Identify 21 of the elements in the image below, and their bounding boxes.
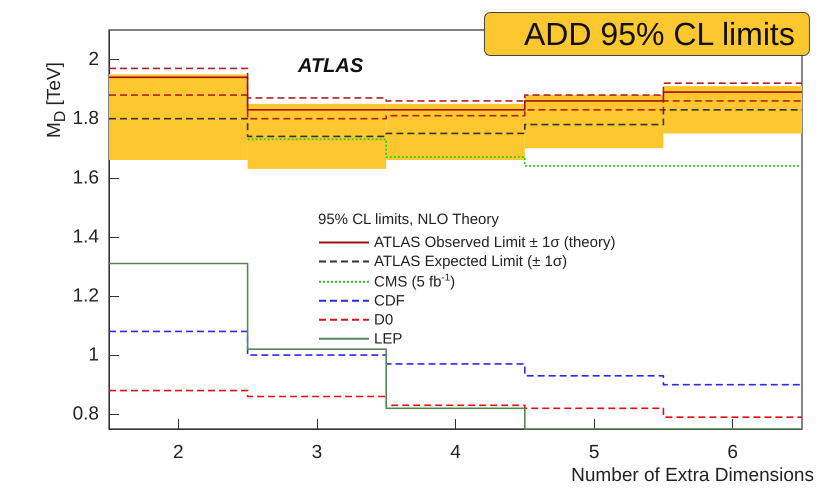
legend-label: ATLAS Observed Limit ± 1σ (theory) — [374, 234, 616, 251]
legend-label: D0 — [374, 311, 394, 328]
x-tick-label: 2 — [173, 442, 184, 463]
y-tick-label: 1.8 — [72, 108, 99, 130]
y-tick-label: 1 — [88, 344, 99, 366]
y-tick-label: 0.8 — [72, 404, 99, 425]
x-tick-label: 6 — [727, 442, 738, 463]
legend-label: CDF — [374, 292, 405, 310]
x-tick-label: 5 — [588, 442, 600, 463]
y-tick-label: 1.6 — [72, 167, 99, 188]
x-axis-title: Number of Extra Dimensions — [571, 465, 814, 486]
annotation: ATLAS — [297, 55, 364, 77]
chart-title: ADD 95% CL limits — [524, 16, 795, 52]
legend-label: ATLAS Expected Limit (± 1σ) — [374, 253, 568, 270]
legend-title: 95% CL limits, NLO Theory — [318, 211, 500, 228]
x-tick-label: 3 — [312, 442, 322, 463]
y-tick-label: 2 — [88, 49, 99, 70]
y-tick-label: 1.2 — [72, 286, 99, 306]
legend-label: LEP — [374, 330, 402, 348]
y-tick-label: 1.4 — [72, 226, 100, 248]
x-tick-label: 4 — [450, 442, 462, 463]
